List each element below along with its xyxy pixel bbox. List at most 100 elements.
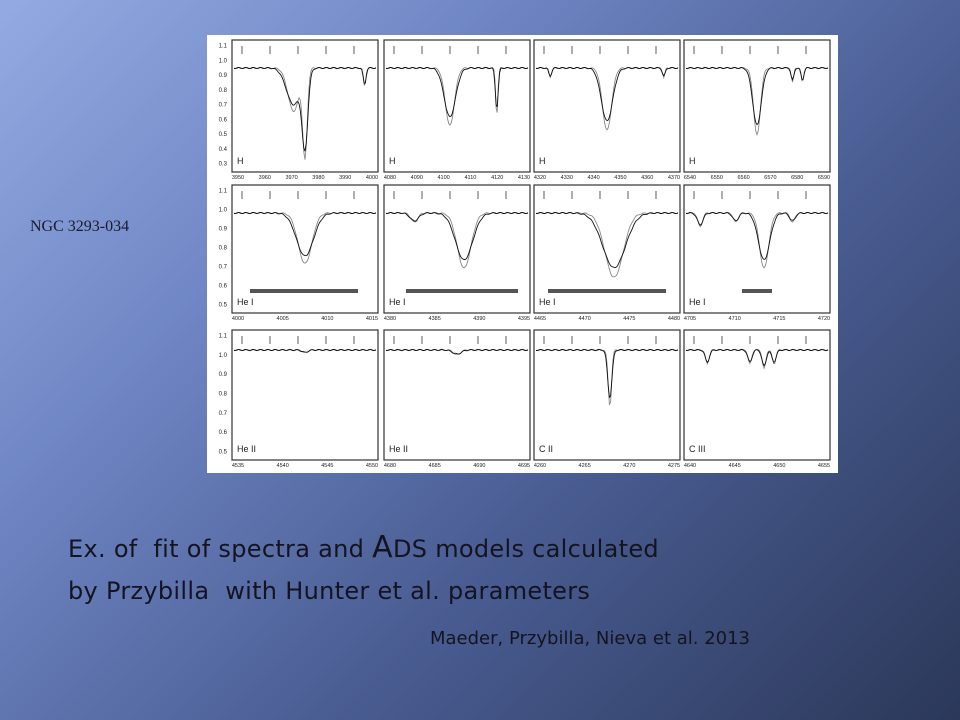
- x-tick-label: 4330: [561, 175, 573, 181]
- x-tick-label: 4340: [587, 175, 599, 181]
- x-tick-label: 4720: [818, 316, 830, 322]
- y-tick-label: 0.8: [219, 392, 228, 398]
- panel-frame: [231, 184, 379, 314]
- panel-label: He II: [237, 444, 256, 454]
- y-tick-label: 0.6: [219, 117, 228, 123]
- line-range-bar: [250, 289, 358, 293]
- panel-label: He I: [389, 297, 406, 307]
- x-tick-label: 4000: [232, 316, 244, 322]
- spectrum-line: [386, 212, 529, 260]
- x-tick-label: 4690: [473, 463, 485, 469]
- x-tick-label: 4385: [429, 316, 441, 322]
- credit: Maeder, Przybilla, Nieva et al. 2013: [430, 628, 751, 649]
- panel-frame: [231, 39, 379, 173]
- spectrum-line: [386, 348, 529, 355]
- y-tick-label: 0.3: [219, 162, 228, 168]
- spectrum-line: [386, 66, 529, 118]
- panel-frame: [231, 329, 379, 461]
- x-tick-label: 6590: [818, 175, 830, 181]
- x-tick-label: 4120: [491, 175, 503, 181]
- x-tick-label: 4270: [623, 463, 635, 469]
- x-tick-label: 4080: [384, 175, 396, 181]
- x-tick-label: 6540: [684, 175, 696, 181]
- panel-frame: [383, 39, 531, 173]
- x-tick-label: 4090: [411, 175, 423, 181]
- line-range-bar: [548, 289, 666, 293]
- x-tick-label: 3980: [312, 175, 324, 181]
- spectrum-line: [536, 66, 679, 122]
- x-tick-label: 3970: [285, 175, 297, 181]
- x-tick-label: 4680: [384, 463, 396, 469]
- y-tick-label: 0.8: [219, 88, 228, 94]
- spectrum-line: [686, 212, 829, 261]
- x-tick-label: 4550: [366, 463, 378, 469]
- panel-frame: [383, 184, 531, 314]
- panel-frame: [683, 39, 831, 173]
- caption-text: DS models calculated: [392, 535, 659, 563]
- panel-frame: [383, 329, 531, 461]
- panel-label: He II: [389, 444, 408, 454]
- spectrum-line: [686, 348, 829, 367]
- panel-label: He I: [689, 297, 706, 307]
- y-tick-label: 0.8: [219, 246, 228, 252]
- x-tick-label: 4390: [473, 316, 485, 322]
- x-tick-label: 4010: [321, 316, 333, 322]
- figure-background: [207, 35, 838, 473]
- y-tick-label: 1.1: [219, 44, 228, 50]
- x-tick-label: 4695: [518, 463, 530, 469]
- caption-line: by Przybilla with Hunter et al. paramete…: [68, 577, 590, 605]
- x-tick-label: 4655: [818, 463, 830, 469]
- x-tick-label: 4260: [534, 463, 546, 469]
- caption-text: Ex. of fit of spectra and: [68, 535, 373, 563]
- y-tick-label: 1.1: [219, 334, 228, 340]
- x-tick-label: 4650: [773, 463, 785, 469]
- x-tick-label: 4000: [366, 175, 378, 181]
- y-tick-label: 1.0: [219, 208, 228, 214]
- x-tick-label: 4465: [534, 316, 546, 322]
- panel-label: H: [539, 156, 546, 166]
- panel-frame: [533, 184, 681, 314]
- panel-label: C II: [539, 444, 553, 454]
- y-tick-label: 1.0: [219, 353, 228, 359]
- x-tick-label: 4380: [384, 316, 396, 322]
- y-tick-label: 0.7: [219, 411, 228, 417]
- y-tick-label: 0.6: [219, 284, 228, 290]
- panel-label: He I: [539, 297, 556, 307]
- x-tick-label: 4540: [277, 463, 289, 469]
- x-tick-label: 4370: [668, 175, 680, 181]
- y-tick-label: 0.9: [219, 227, 228, 233]
- spectrum-line: [536, 211, 679, 268]
- x-tick-label: 6580: [791, 175, 803, 181]
- panel-frame: [683, 184, 831, 314]
- panel-label: H: [389, 156, 396, 166]
- x-tick-label: 4015: [366, 316, 378, 322]
- x-tick-label: 4475: [623, 316, 635, 322]
- panel-frame: [683, 329, 831, 461]
- caption-text: A: [372, 530, 393, 565]
- line-range-bar: [742, 289, 772, 293]
- y-tick-label: 1.1: [219, 189, 228, 195]
- spectrum-line: [234, 211, 377, 257]
- x-tick-label: 4545: [321, 463, 333, 469]
- x-tick-label: 4685: [429, 463, 441, 469]
- x-tick-label: 4320: [534, 175, 546, 181]
- x-tick-label: 4705: [684, 316, 696, 322]
- caption-line: Ex. of fit of spectra and ADS models cal…: [68, 530, 659, 565]
- panel-label: H: [237, 156, 244, 166]
- x-tick-label: 6570: [764, 175, 776, 181]
- x-tick-label: 4360: [641, 175, 653, 181]
- line-range-bar: [406, 289, 518, 293]
- spectrum-line: [686, 66, 829, 126]
- x-tick-label: 4265: [579, 463, 591, 469]
- y-tick-label: 0.6: [219, 430, 228, 436]
- x-tick-label: 3950: [232, 175, 244, 181]
- x-tick-label: 4645: [729, 463, 741, 469]
- x-tick-label: 4275: [668, 463, 680, 469]
- x-tick-label: 4715: [773, 316, 785, 322]
- x-tick-label: 3990: [339, 175, 351, 181]
- y-tick-label: 0.5: [219, 303, 228, 309]
- spectrum-line: [234, 348, 377, 353]
- caption-text: by Przybilla with Hunter et al. paramete…: [68, 577, 591, 605]
- x-tick-label: 4005: [277, 316, 289, 322]
- x-tick-label: 3960: [259, 175, 271, 181]
